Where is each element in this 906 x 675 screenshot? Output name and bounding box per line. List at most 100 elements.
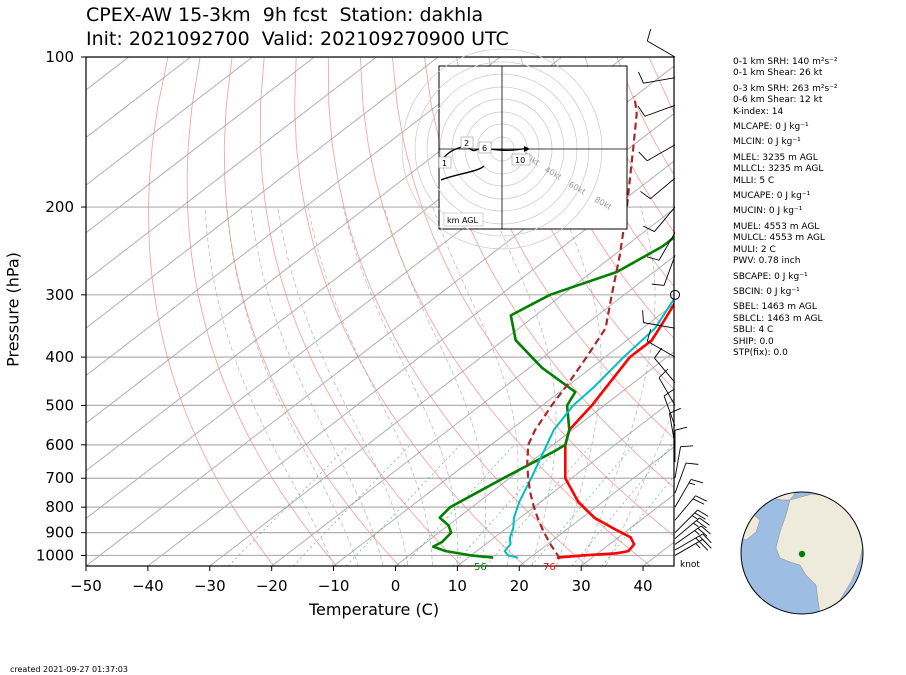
index-sbcin: SBCIN: 0 J kg⁻¹	[733, 286, 800, 297]
wind-barb-shaft	[674, 509, 698, 533]
wind-barb-flag	[658, 368, 669, 379]
dry-adiabat	[327, 57, 588, 566]
dry-adiabat	[359, 57, 651, 566]
wind-barb-flag	[702, 533, 712, 544]
wind-barb-flag	[651, 283, 665, 286]
wind-barb-calm	[670, 289, 680, 300]
moist-adiabat	[580, 206, 656, 566]
wind-barb-half-flag	[695, 537, 701, 543]
wind-barb-flag	[646, 28, 652, 42]
wind-barb-shaft	[643, 77, 676, 84]
index-srh-0-3: 0-3 km SRH: 263 m²s⁻²	[733, 83, 838, 94]
wind-barb-flag	[694, 512, 706, 520]
dry-adiabat	[520, 57, 674, 340]
x-tick-label: −50	[70, 577, 102, 595]
moist-adiabat	[383, 206, 487, 566]
mixing-ratio-line	[345, 444, 461, 566]
wind-barb-flag	[698, 535, 709, 546]
dry-adiabat	[424, 57, 674, 488]
hodograph-legend-box	[443, 212, 484, 227]
wind-barb-half-flag	[695, 543, 701, 549]
wind-barb	[640, 177, 676, 200]
wind-barb-flag	[700, 525, 711, 535]
mixing-ratio-line	[601, 475, 674, 566]
wind-barb-shaft	[674, 517, 700, 539]
mixing-ratio-line	[403, 444, 515, 566]
wind-barb-flag	[663, 388, 675, 397]
moist-adiabat	[605, 407, 674, 566]
created-timestamp: created 2021-09-27 01:37:03	[10, 665, 128, 674]
wind-barb	[646, 329, 676, 358]
hodograph-arrow-head	[524, 146, 530, 152]
wind-barb-half-flag	[688, 482, 696, 486]
moist-adiabat	[250, 206, 384, 566]
dry-adiabat	[456, 57, 674, 440]
index-muli: MULI: 2 C	[733, 244, 776, 255]
index-mulcl: MULCL: 4553 m AGL	[733, 233, 825, 244]
wind-barb	[637, 104, 676, 117]
wet-bulb-profile	[503, 297, 674, 559]
x-tick-label: 40	[634, 577, 653, 595]
index-shear-0-6: 0-6 km Shear: 12 kt	[733, 95, 823, 106]
wind-barb-flag	[674, 426, 688, 431]
hodograph-trace	[440, 145, 529, 181]
mixing-ratio-line	[571, 444, 673, 566]
dry-adiabat	[841, 57, 906, 566]
wind-barb-shaft	[643, 322, 676, 329]
wind-barb-shaft	[674, 525, 702, 545]
wind-barb-flag	[640, 191, 651, 200]
wind-barb-half-flag	[691, 515, 698, 520]
wind-barb-shaft	[674, 539, 703, 556]
isotherm-line	[86, 57, 191, 139]
wind-barb-flag	[643, 225, 655, 232]
index-mlcin: MLCIN: 0 J kg⁻¹	[733, 137, 801, 148]
dry-adiabat	[259, 57, 463, 566]
location-globe	[740, 491, 864, 615]
chart-subtitle: Init: 2021092700 Valid: 202109270900 UTC	[86, 28, 509, 50]
index-sbcape: SBCAPE: 0 J kg⁻¹	[733, 271, 808, 282]
index-ship: SHIP: 0.0	[733, 336, 774, 347]
hodograph-legend: km AGL	[447, 216, 479, 225]
wind-barb-flag	[646, 329, 652, 342]
index-k-index: K-index: 14	[733, 106, 784, 117]
wind-barbs	[637, 28, 712, 556]
wind-barb-flag	[654, 347, 663, 359]
index-srh-0-1: 0-1 km SRH: 140 m²s⁻²	[733, 57, 838, 67]
wind-barb-shaft	[647, 40, 676, 58]
dry-adiabat	[148, 57, 275, 566]
wind-barb-flag	[698, 541, 709, 551]
wind-barb-half-flag	[694, 530, 700, 535]
wind-barb	[674, 445, 693, 479]
wind-barb-flag	[685, 462, 699, 465]
index-sbli: SBLI: 4 C	[733, 325, 774, 336]
wind-barb-shaft	[658, 377, 676, 406]
hodograph-height-label: 2	[464, 139, 469, 148]
wind-barb-half-flag	[693, 522, 699, 528]
isotherm-line	[333, 303, 674, 566]
wind-barb-shaft	[663, 255, 676, 286]
dry-adiabat	[186, 57, 338, 566]
wind-barb-shaft	[658, 232, 676, 261]
isotherm-line	[271, 255, 674, 566]
isotherm-line	[86, 57, 377, 281]
wind-barb-flag	[697, 527, 708, 537]
wind-barb	[674, 533, 712, 551]
isotherm-line	[147, 160, 674, 566]
isotherm-line	[86, 57, 439, 329]
wind-barb-shaft	[650, 177, 676, 200]
temperature-profile	[556, 301, 674, 560]
wind-barb-shaft	[647, 340, 676, 358]
index-muel: MUEL: 4553 m AGL	[733, 221, 820, 232]
isotherm-line	[518, 446, 674, 566]
hodograph-height-label: 10	[515, 156, 525, 165]
moist-adiabat	[307, 206, 433, 566]
index-shear-0-1: 0-1 km Shear: 26 kt	[733, 68, 823, 79]
wind-barb	[674, 509, 709, 533]
index-pwv: PWV: 0.78 inch	[733, 256, 801, 267]
y-tick-label: 300	[45, 286, 74, 304]
wind-barb-flag	[680, 445, 693, 448]
wind-barb	[674, 517, 710, 539]
index-mucape: MUCAPE: 0 J kg⁻¹	[733, 191, 811, 202]
